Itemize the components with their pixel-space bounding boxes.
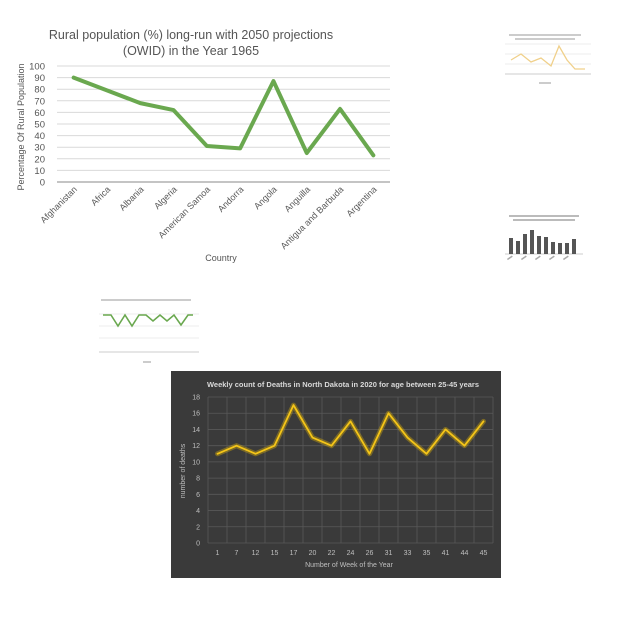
x-tick-label: 26 [366,550,374,557]
thumbnail-series-line [510,44,585,70]
series-line-deaths [216,404,485,455]
y-tick-label: 0 [40,178,45,189]
x-tick-label: Africa [89,184,112,207]
x-gridlines [207,397,494,543]
y-axis-title: number of deaths [180,443,187,498]
thumbnail-bar [544,237,548,254]
series-line-rural [71,75,376,158]
y-tick-label: 90 [34,73,45,84]
thumbnail-line-chart-green [87,294,205,366]
thumbnail-line-chart-yellow [493,32,595,88]
thumbnail-xlabel-placeholder [143,361,151,363]
x-tick-label: Andorra [216,184,246,214]
y-tick-label: 0 [196,541,200,548]
chart-title-line-1: Rural population (%) long-run with 2050 … [49,28,333,42]
thumbnail-bar [509,238,513,254]
x-tick-label: 31 [385,550,393,557]
y-tick-label: 10 [34,166,45,177]
y-tick-label: 20 [34,154,45,165]
x-tick-label: 24 [347,550,355,557]
thumbnail-bar [516,241,520,254]
x-tick-label: Afghanistan [38,184,79,225]
thumbnail-title-placeholder [515,38,575,40]
y-tick-labels: 0 2 4 6 8 10 12 14 16 18 [192,395,200,548]
thumbnail-title-placeholder [101,299,191,301]
x-tick-label: Algeria [152,184,179,211]
y-axis-title: Percentage Of Rural Population [16,63,26,190]
y-tick-label: 14 [192,427,200,434]
rural-population-chart: Rural population (%) long-run with 2050 … [16,28,390,263]
thumbnail-series-line [103,313,193,328]
y-tick-label: 50 [34,120,45,131]
y-tick-label: 60 [34,108,45,119]
x-tick-label: 20 [309,550,317,557]
thumbnail-xlabel-placeholder [539,82,551,84]
x-tick-label: 41 [442,550,450,557]
x-tick-label: Anguilla [282,184,312,214]
chart-title-line-2: (OWID) in the Year 1965 [123,44,259,58]
y-tick-label: 18 [192,395,200,402]
y-tick-label: 12 [192,443,200,450]
y-tick-label: 10 [192,459,200,466]
y-tick-label: 4 [196,508,200,515]
y-tick-label: 40 [34,131,45,142]
y-tick-label: 80 [34,85,45,96]
x-tick-label: 7 [235,550,239,557]
thumbnail-bar [565,243,569,254]
y-tick-label: 2 [196,524,200,531]
x-tick-labels: 1 7 12 15 17 20 22 24 26 31 33 35 41 44 45 [216,550,488,557]
y-tick-label: 70 [34,96,45,107]
y-gridlines [57,65,390,171]
x-tick-label: 12 [252,550,260,557]
chart-background [171,371,501,578]
x-axis-title: Number of Week of the Year [305,562,393,569]
y-tick-label: 8 [196,476,200,483]
x-tick-labels: Afghanistan Africa Albania AlgeriaAmerican … [38,184,378,251]
x-tick-label: 1 [216,550,220,557]
thumbnail-bar-chart-gray [495,212,593,274]
weekly-deaths-chart: Weekly count of Deaths in North Dakota i… [171,371,501,578]
x-tick-label: Argentina [344,184,378,218]
x-tick-label: 15 [271,550,279,557]
x-tick-label: 45 [480,550,488,557]
y-tick-label: 30 [34,143,45,154]
x-tick-label: 33 [404,550,412,557]
y-tick-label: 6 [196,492,200,499]
x-tick-label: 22 [328,550,336,557]
x-tick-label: 17 [290,550,298,557]
x-tick-label: Antigua and Barbuda [279,184,346,251]
x-tick-label: 44 [461,550,469,557]
thumbnail-bar [530,230,534,254]
chart-title: Weekly count of Deaths in North Dakota i… [207,380,479,389]
thumbnail-title-placeholder [509,34,581,36]
thumbnail-bar [572,239,576,254]
thumbnail-bar [551,242,555,254]
thumbnail-bar [558,243,562,254]
x-tick-label: 35 [423,550,431,557]
thumbnail-title-placeholder [509,215,579,217]
y-tick-label: 100 [29,62,45,73]
x-axis-title: Country [205,253,237,263]
thumbnail-bar [523,234,527,254]
y-tick-label: 16 [192,411,200,418]
x-tick-label: Albania [117,184,145,212]
thumbnail-title-placeholder [513,219,575,221]
thumbnail-bar [537,236,541,254]
x-tick-label: Angola [252,184,279,211]
thumbnail-tick-placeholders [506,255,569,261]
